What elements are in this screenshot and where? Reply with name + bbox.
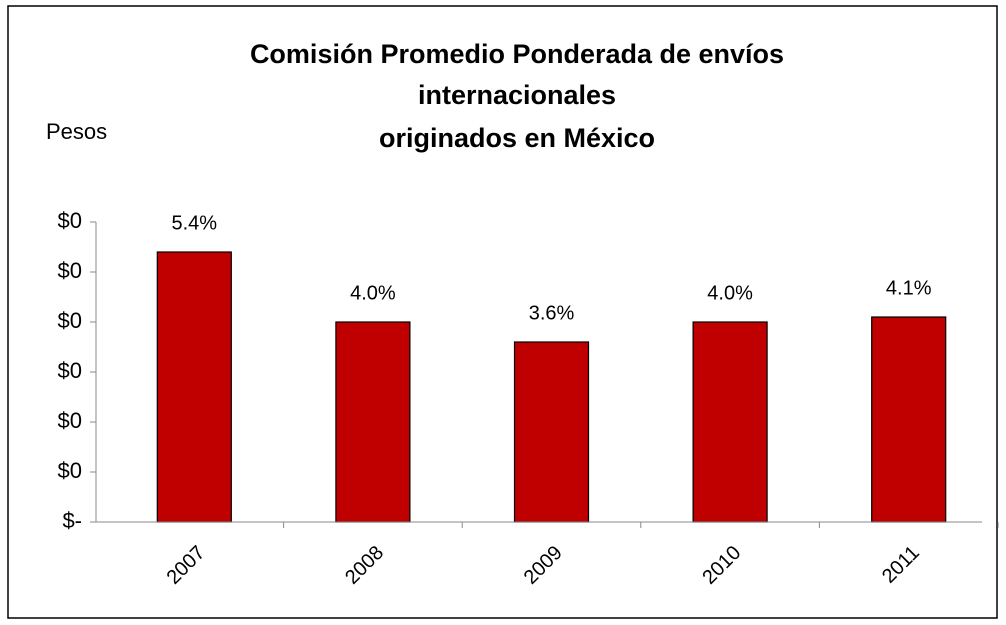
bar	[692, 321, 768, 523]
data-label: 4.0%	[707, 282, 753, 304]
data-label: 4.0%	[350, 282, 396, 304]
y-axis-label: Pesos	[46, 119, 107, 144]
bar	[156, 251, 232, 523]
y-tick-label: $-	[62, 508, 82, 533]
bar	[513, 341, 590, 523]
chart-title: originados en México	[379, 123, 655, 153]
y-tick-label: $0	[58, 258, 82, 283]
y-tick-label: $0	[58, 208, 82, 233]
chart-title: Comisión Promedio Ponderada de envíos	[250, 39, 784, 69]
data-label: 4.1%	[886, 277, 932, 299]
data-label: 3.6%	[529, 302, 575, 324]
y-tick-label: $0	[58, 458, 82, 483]
bar	[871, 316, 947, 523]
bar	[335, 321, 411, 523]
chart-title: internacionales	[418, 80, 616, 110]
y-tick-label: $0	[58, 358, 82, 383]
data-label: 5.4%	[172, 212, 218, 234]
y-tick-label: $0	[58, 308, 82, 333]
y-tick-label: $0	[58, 408, 82, 433]
